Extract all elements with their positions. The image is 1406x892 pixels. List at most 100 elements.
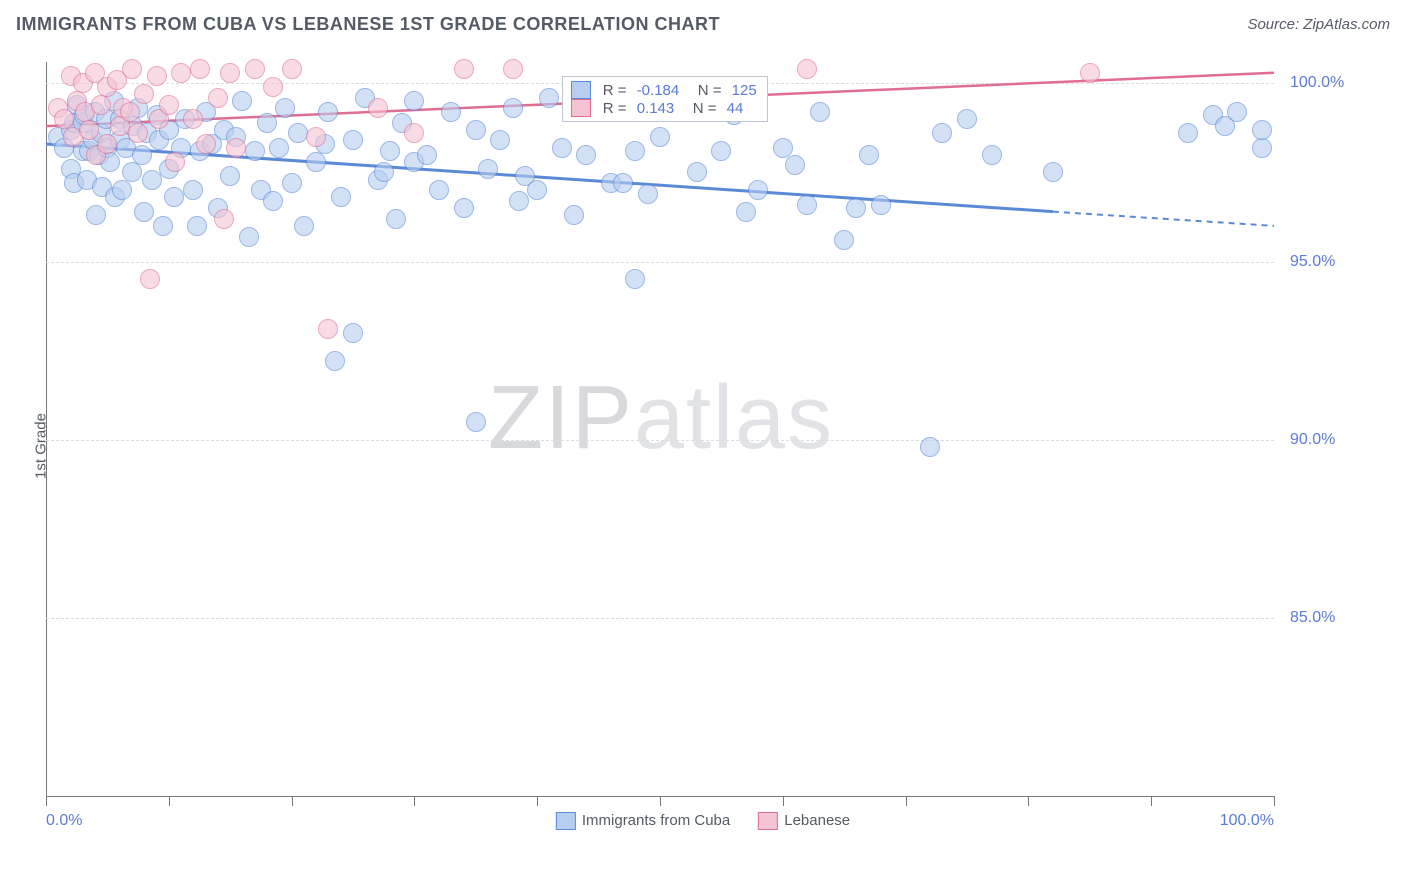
scatter-point	[263, 191, 283, 211]
scatter-point	[957, 109, 977, 129]
x-tick	[1151, 796, 1152, 806]
scatter-point	[190, 59, 210, 79]
legend-top-row: R = 0.143 N = 44	[571, 99, 757, 117]
gridline	[46, 440, 1274, 441]
scatter-point	[306, 152, 326, 172]
legend-swatch-lebanese	[758, 812, 778, 830]
scatter-point	[810, 102, 830, 122]
scatter-point	[343, 130, 363, 150]
watermark-light: atlas	[634, 368, 834, 468]
legend-swatch-cuba	[556, 812, 576, 830]
y-tick-label: 90.0%	[1290, 431, 1335, 449]
gridline	[46, 262, 1274, 263]
chart-source: Source: ZipAtlas.com	[1247, 16, 1390, 33]
scatter-point	[982, 145, 1002, 165]
scatter-point	[232, 91, 252, 111]
x-tick	[46, 796, 47, 806]
scatter-point	[220, 63, 240, 83]
scatter-point	[920, 437, 940, 457]
scatter-point	[711, 141, 731, 161]
legend-top-swatch	[571, 81, 591, 99]
scatter-point	[275, 98, 295, 118]
scatter-point	[834, 230, 854, 250]
scatter-point	[773, 138, 793, 158]
scatter-point	[386, 209, 406, 229]
scatter-point	[454, 59, 474, 79]
scatter-point	[503, 59, 523, 79]
scatter-point	[1178, 123, 1198, 143]
scatter-point	[318, 319, 338, 339]
scatter-point	[625, 141, 645, 161]
scatter-point	[441, 102, 461, 122]
watermark-bold: ZIP	[488, 368, 634, 468]
scatter-point	[97, 134, 117, 154]
scatter-point	[134, 202, 154, 222]
scatter-point	[417, 145, 437, 165]
scatter-point	[245, 141, 265, 161]
scatter-point	[165, 152, 185, 172]
scatter-point	[564, 205, 584, 225]
legend-top: R = -0.184 N = 125R = 0.143 N = 44	[562, 76, 768, 122]
scatter-point	[220, 166, 240, 186]
scatter-point	[1252, 138, 1272, 158]
scatter-point	[503, 98, 523, 118]
scatter-point	[539, 88, 559, 108]
scatter-point	[625, 269, 645, 289]
x-tick-label: 0.0%	[46, 812, 82, 830]
scatter-point	[164, 187, 184, 207]
scatter-point	[159, 95, 179, 115]
scatter-point	[1043, 162, 1063, 182]
scatter-point	[404, 91, 424, 111]
chart-title: IMMIGRANTS FROM CUBA VS LEBANESE 1ST GRA…	[16, 14, 720, 35]
scatter-point	[785, 155, 805, 175]
scatter-point	[932, 123, 952, 143]
scatter-point	[79, 120, 99, 140]
x-tick-label: 100.0%	[1220, 812, 1274, 830]
scatter-point	[374, 162, 394, 182]
scatter-point	[134, 84, 154, 104]
scatter-point	[171, 63, 191, 83]
scatter-point	[147, 66, 167, 86]
scatter-point	[153, 216, 173, 236]
scatter-point	[183, 180, 203, 200]
scatter-point	[466, 120, 486, 140]
scatter-point	[1227, 102, 1247, 122]
scatter-point	[239, 227, 259, 247]
scatter-point	[128, 123, 148, 143]
legend-top-row: R = -0.184 N = 125	[571, 81, 757, 99]
scatter-point	[288, 123, 308, 143]
legend-label-cuba: Immigrants from Cuba	[582, 812, 730, 829]
scatter-point	[245, 59, 265, 79]
x-tick	[783, 796, 784, 806]
scatter-point	[490, 130, 510, 150]
scatter-point	[208, 88, 228, 108]
scatter-point	[269, 138, 289, 158]
scatter-point	[859, 145, 879, 165]
scatter-point	[478, 159, 498, 179]
legend-top-swatch	[571, 99, 591, 117]
scatter-point	[343, 323, 363, 343]
scatter-point	[294, 216, 314, 236]
scatter-point	[331, 187, 351, 207]
scatter-point	[650, 127, 670, 147]
x-tick	[660, 796, 661, 806]
x-tick	[906, 796, 907, 806]
scatter-point	[187, 216, 207, 236]
scatter-point	[638, 184, 658, 204]
scatter-point	[797, 59, 817, 79]
legend-item-cuba: Immigrants from Cuba	[556, 812, 730, 830]
scatter-point	[527, 180, 547, 200]
scatter-point	[429, 180, 449, 200]
x-tick	[1028, 796, 1029, 806]
y-tick-label: 85.0%	[1290, 609, 1335, 627]
legend-label-lebanese: Lebanese	[784, 812, 850, 829]
legend-item-lebanese: Lebanese	[758, 812, 850, 830]
scatter-point	[140, 269, 160, 289]
scatter-point	[687, 162, 707, 182]
scatter-point	[1080, 63, 1100, 83]
scatter-point	[404, 123, 424, 143]
scatter-point	[183, 109, 203, 129]
scatter-point	[368, 98, 388, 118]
scatter-point	[552, 138, 572, 158]
scatter-point	[282, 173, 302, 193]
